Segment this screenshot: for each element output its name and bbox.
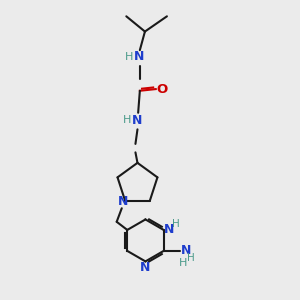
Text: H: H [172, 219, 179, 229]
Text: H: H [187, 253, 195, 263]
Text: N: N [164, 223, 174, 236]
Text: O: O [156, 82, 167, 96]
Text: H: H [125, 52, 133, 62]
Text: H: H [179, 258, 187, 268]
Text: H: H [123, 115, 131, 125]
Text: N: N [181, 244, 192, 257]
Text: N: N [134, 50, 144, 63]
Text: N: N [140, 261, 150, 274]
Text: N: N [132, 114, 143, 127]
Text: N: N [118, 195, 129, 208]
